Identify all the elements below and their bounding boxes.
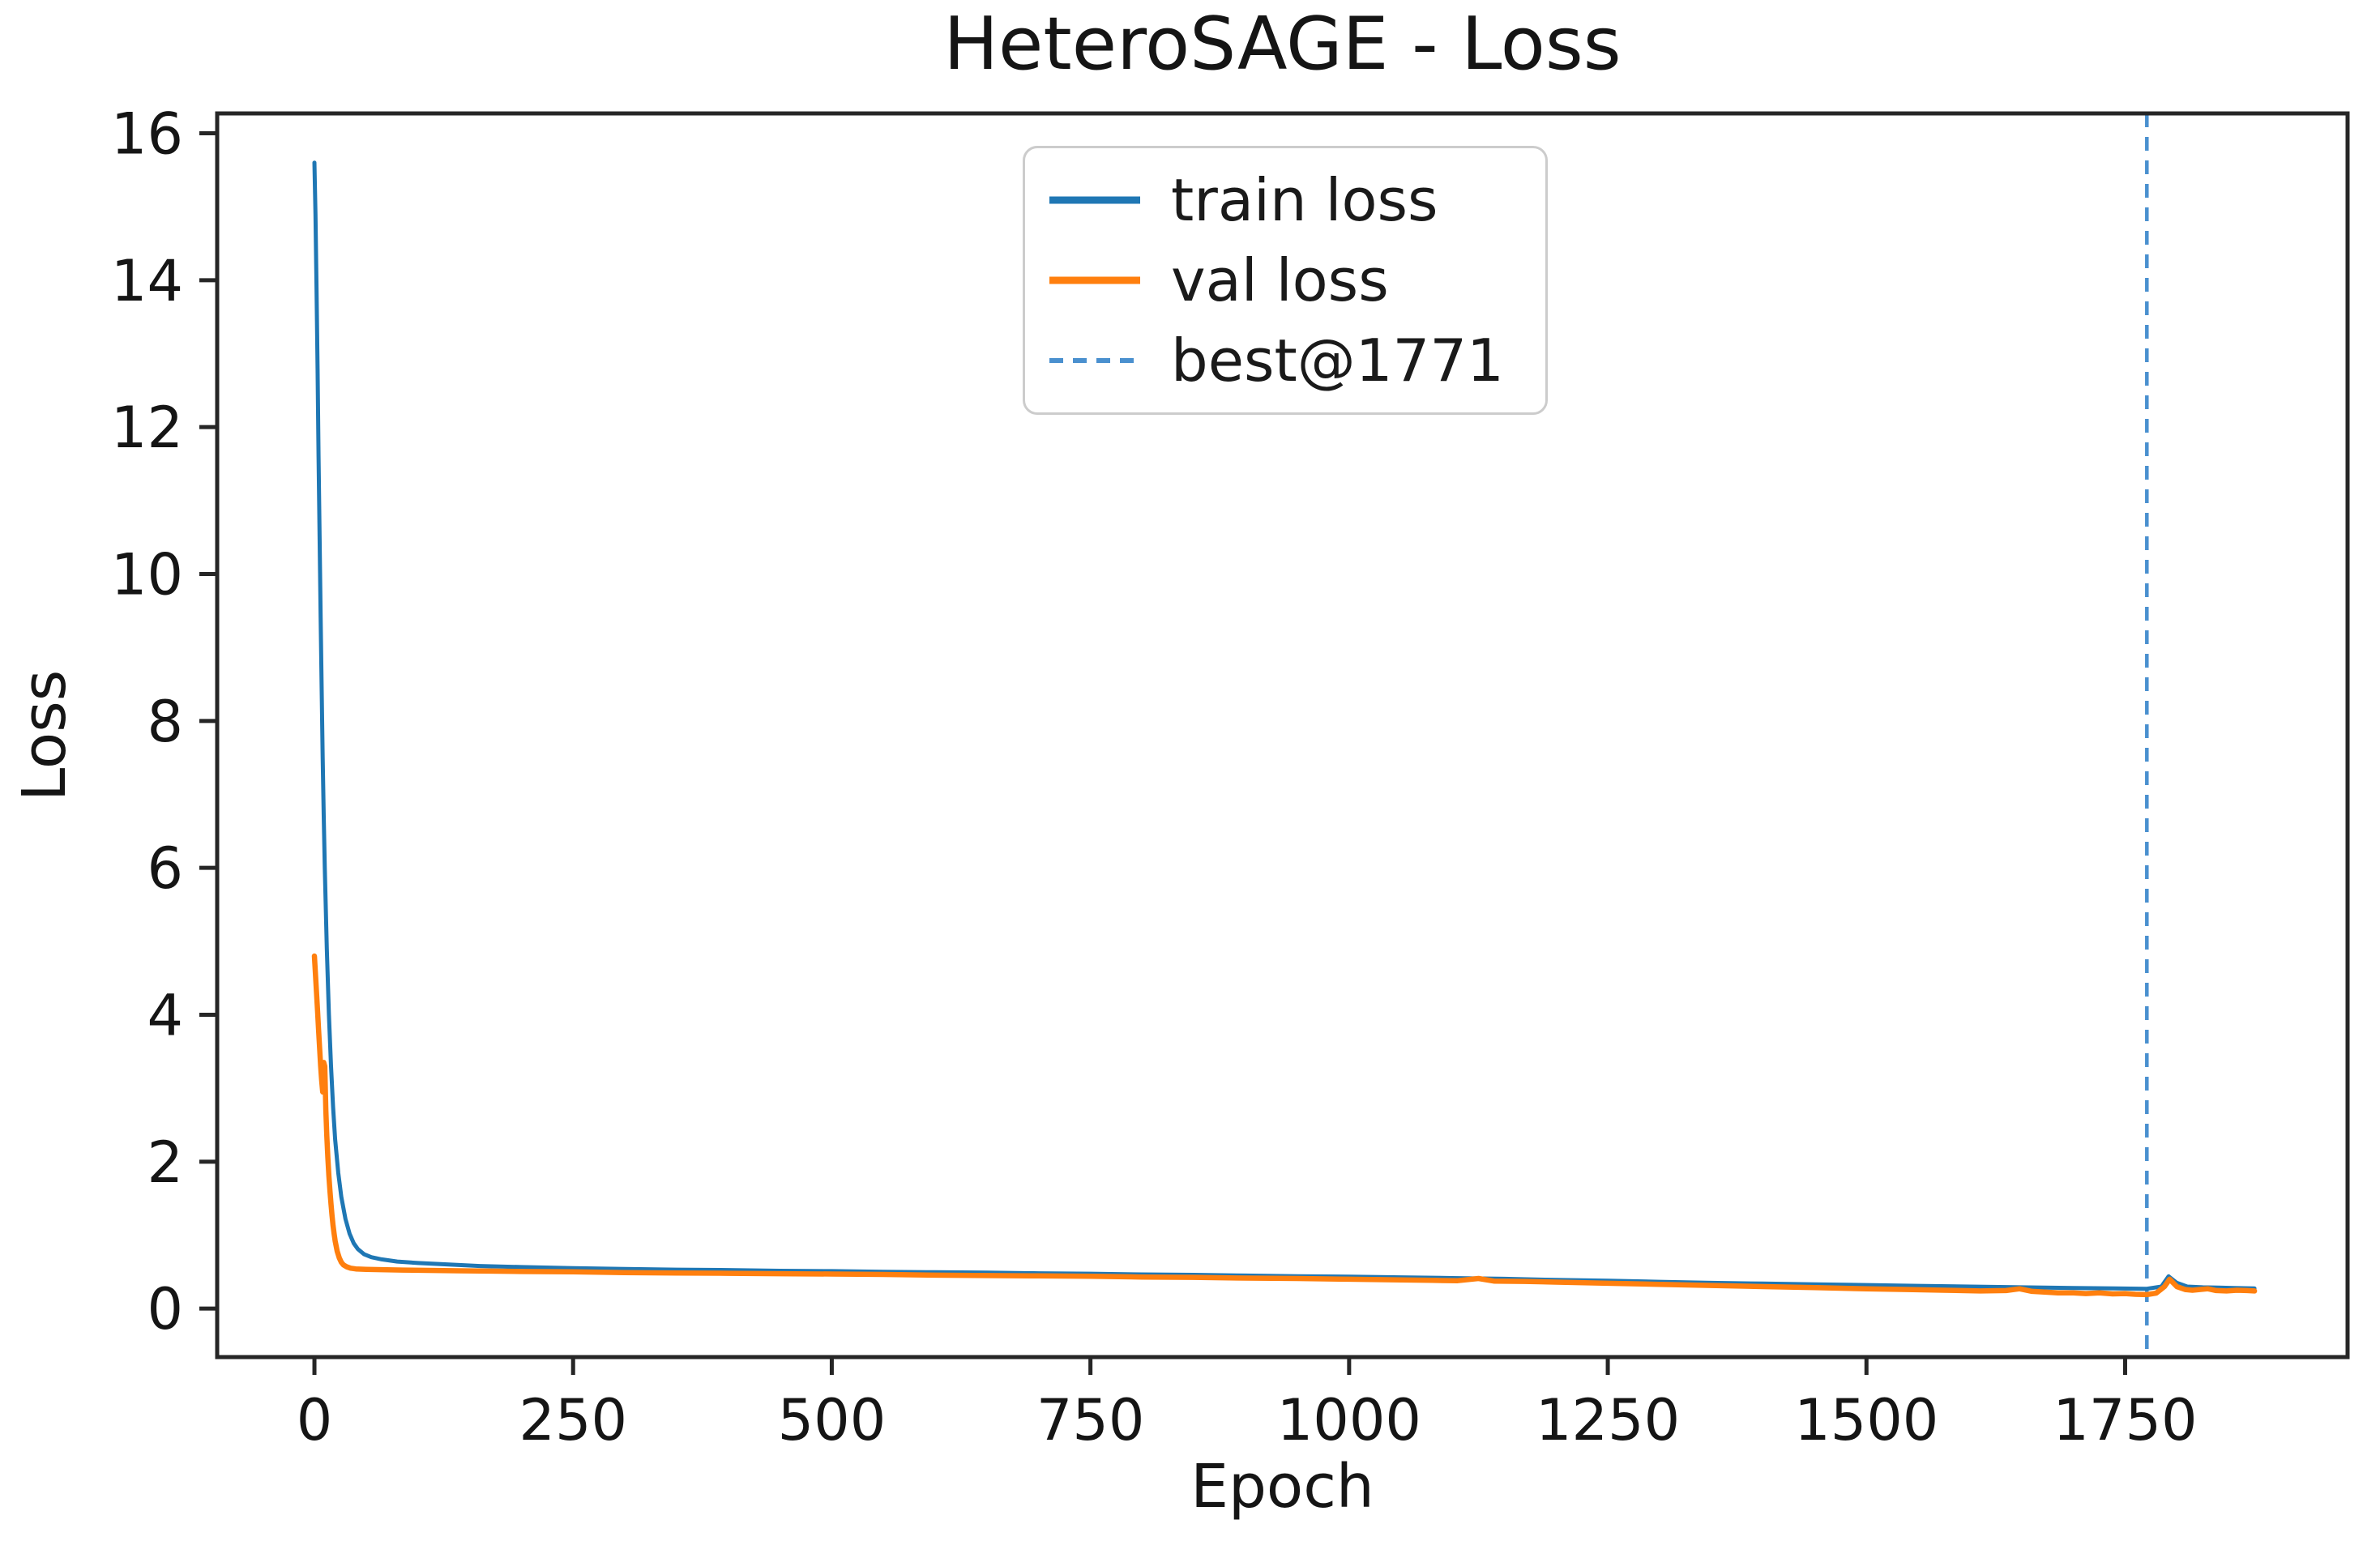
x-tick-label: 1500 xyxy=(1794,1387,1938,1453)
x-tick-label: 1250 xyxy=(1536,1387,1680,1453)
legend-label-train-loss: train loss xyxy=(1171,165,1438,234)
x-tick-label: 0 xyxy=(297,1387,333,1453)
y-tick-label: 8 xyxy=(147,689,183,755)
y-tick-label: 0 xyxy=(147,1276,183,1342)
legend: train loss val loss best@1771 xyxy=(1023,146,1548,415)
legend-item-train-loss: train loss xyxy=(1048,166,1523,234)
train-loss-line-sample xyxy=(1049,196,1140,204)
x-tick-label: 250 xyxy=(519,1387,627,1453)
val-loss-line-sample xyxy=(1049,276,1140,284)
legend-item-best-epoch: best@1771 xyxy=(1048,327,1523,395)
x-axis-ticks: 0 250 500 750 1000 1250 1500 1750 xyxy=(297,1357,2198,1453)
chart-title: HeteroSAGE - Loss xyxy=(943,2,1622,87)
y-tick-label: 16 xyxy=(111,100,183,167)
legend-item-val-loss: val loss xyxy=(1048,246,1523,314)
y-tick-label: 4 xyxy=(147,982,183,1048)
x-tick-label: 1750 xyxy=(2053,1387,2197,1453)
x-axis-label: Epoch xyxy=(1190,1452,1374,1522)
best-epoch-dashed-line-sample xyxy=(1049,358,1140,364)
y-tick-label: 14 xyxy=(111,248,183,314)
y-axis-ticks: 0 2 4 6 8 10 12 14 16 xyxy=(111,100,217,1342)
y-tick-label: 12 xyxy=(111,395,183,461)
x-tick-label: 500 xyxy=(778,1387,887,1453)
x-tick-label: 1000 xyxy=(1277,1387,1421,1453)
legend-label-best-epoch: best@1771 xyxy=(1171,327,1504,395)
y-tick-label: 6 xyxy=(147,835,183,902)
y-tick-label: 10 xyxy=(111,541,183,608)
train-loss-line xyxy=(312,160,2257,1291)
val-loss-line xyxy=(311,953,2258,1298)
y-axis-label: Loss xyxy=(10,669,79,801)
x-tick-label: 750 xyxy=(1036,1387,1145,1453)
y-tick-label: 2 xyxy=(147,1129,183,1196)
axes-spines xyxy=(215,111,2350,1360)
legend-label-val-loss: val loss xyxy=(1171,245,1389,314)
